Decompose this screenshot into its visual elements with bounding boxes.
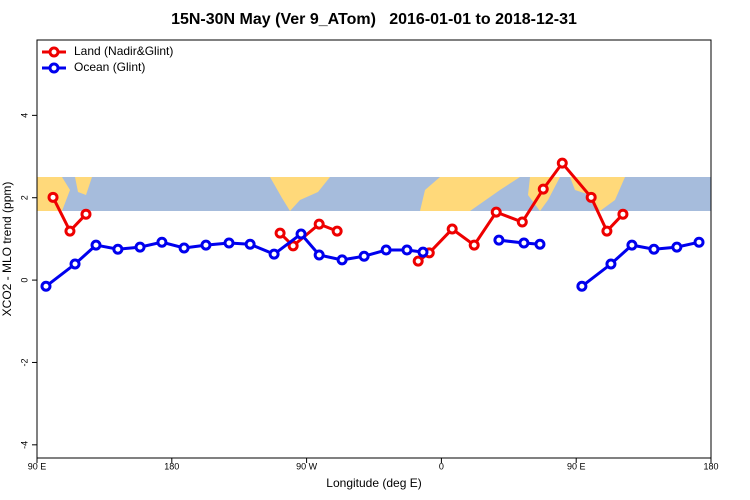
point — [47, 191, 59, 203]
legend-label: Land (Nadir&Glint) — [74, 44, 173, 58]
point — [626, 239, 638, 251]
point — [313, 249, 325, 261]
point — [446, 223, 458, 235]
x-tick-label: 90 E — [28, 461, 47, 471]
point — [516, 216, 528, 228]
point — [537, 183, 549, 195]
point — [268, 248, 280, 260]
point — [331, 225, 343, 237]
plot-frame — [36, 39, 712, 459]
point — [534, 238, 546, 250]
point — [295, 228, 307, 240]
point — [556, 157, 568, 169]
point — [223, 237, 235, 249]
y-tick-label: 0 — [19, 278, 29, 283]
x-tick-label: 0 — [439, 461, 444, 471]
point — [401, 244, 413, 256]
map-band — [37, 177, 711, 211]
point — [490, 206, 502, 218]
land-asia — [37, 177, 92, 211]
point — [417, 246, 429, 258]
point — [648, 243, 660, 255]
x-tick-label: 180 — [703, 461, 718, 471]
point — [313, 218, 325, 230]
point — [80, 208, 92, 220]
point — [493, 234, 505, 246]
legend-label: Ocean (Glint) — [74, 60, 145, 74]
point — [274, 227, 286, 239]
point — [617, 208, 629, 220]
point — [156, 236, 168, 248]
land-africa — [420, 177, 560, 211]
y-axis-label: XCO2 - MLO trend (ppm) — [0, 182, 14, 317]
point — [605, 258, 617, 270]
x-axis-label: Longitude (deg E) — [326, 476, 421, 490]
legend-marker — [48, 62, 60, 74]
legend-marker — [48, 46, 60, 58]
point — [576, 280, 588, 292]
y-tick-label: -4 — [19, 441, 29, 449]
y-tick-label: 2 — [19, 195, 29, 200]
point — [287, 240, 299, 252]
x-tick-label: 90 E — [567, 461, 586, 471]
point — [69, 258, 81, 270]
x-tick-label: 180 — [164, 461, 179, 471]
point — [601, 225, 613, 237]
point — [468, 239, 480, 251]
point — [200, 239, 212, 251]
y-tick-label: -2 — [19, 358, 29, 366]
point — [671, 241, 683, 253]
y-tick-label: 4 — [19, 113, 29, 118]
point — [90, 239, 102, 251]
land-americas — [270, 177, 330, 211]
x-tick-label: 90 W — [296, 461, 318, 471]
point — [64, 225, 76, 237]
point — [518, 237, 530, 249]
chart-title: 15N-30N May (Ver 9_ATom) 2016-01-01 to 2… — [171, 11, 577, 28]
point — [412, 255, 424, 267]
point — [380, 244, 392, 256]
point — [244, 238, 256, 250]
point — [40, 280, 52, 292]
land-asia-2 — [570, 177, 625, 211]
point — [585, 191, 597, 203]
point — [112, 243, 124, 255]
point — [336, 254, 348, 266]
series-line — [45, 231, 700, 288]
point — [693, 236, 705, 248]
point — [178, 242, 190, 254]
point — [358, 250, 370, 262]
point — [134, 241, 146, 253]
